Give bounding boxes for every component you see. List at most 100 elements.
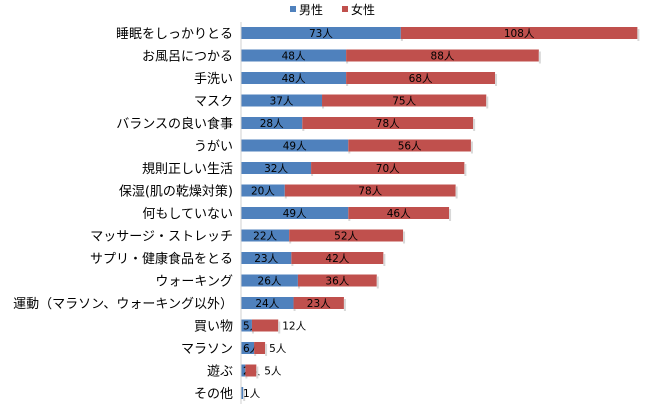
bar-male <box>241 49 347 62</box>
bar-male <box>241 364 246 377</box>
value-label: 70人 <box>376 163 400 175</box>
bar-shadow <box>637 29 640 41</box>
bar-male <box>241 229 290 242</box>
bar-male <box>241 72 347 84</box>
value-label: 37人 <box>270 96 294 108</box>
bar-shadow <box>265 344 268 356</box>
bar-male <box>241 207 349 219</box>
bar-female <box>293 297 344 309</box>
legend-label-1: 女性 <box>351 2 375 17</box>
bar-male <box>241 342 255 354</box>
category-label: 買い物 <box>194 320 233 335</box>
bar-female <box>311 162 465 174</box>
bar-female <box>251 319 279 332</box>
category-label: お風呂につかる <box>142 50 233 65</box>
bar-female <box>291 252 384 264</box>
value-label: 78人 <box>376 118 400 130</box>
category-label: 規則正しい生活 <box>142 162 233 177</box>
bar-female <box>284 184 456 197</box>
value-label: 5人 <box>264 366 282 378</box>
value-label: 5人 <box>269 343 287 355</box>
bar-shadow <box>403 231 406 244</box>
legend-label-0: 男性 <box>299 3 323 17</box>
bar-female <box>254 342 266 354</box>
value-label: 49人 <box>283 141 307 153</box>
category-label: その他 <box>194 387 233 402</box>
bar-female <box>322 94 487 107</box>
bar-male <box>241 27 401 39</box>
value-label: 108人 <box>504 28 535 40</box>
bar-female <box>289 229 404 242</box>
value-label: 1人 <box>243 388 261 400</box>
bar-shadow <box>538 51 541 64</box>
value-label: 32人 <box>264 163 288 175</box>
legend-swatch-1 <box>342 6 348 12</box>
bar-male <box>241 387 244 399</box>
bar-female <box>302 117 474 129</box>
bar-female <box>245 364 257 377</box>
value-label: 88人 <box>431 51 455 63</box>
category-label: マッサージ・ストレッチ <box>90 230 233 245</box>
bar-shadow <box>486 96 489 109</box>
bar-shadow <box>473 119 476 131</box>
category-label: 何もしていない <box>142 206 233 222</box>
bar-shadow <box>470 141 473 154</box>
bar-shadow <box>495 74 498 86</box>
value-label: 12人 <box>282 321 306 333</box>
bar-male <box>241 297 294 309</box>
value-label: 73人 <box>309 28 333 40</box>
category-label: ウォーキング <box>155 275 233 290</box>
category-label: 保湿(肌の乾燥対策) <box>119 184 233 200</box>
bar-shadow <box>376 276 379 289</box>
bar-shadow <box>383 254 386 266</box>
bar-male <box>241 274 298 287</box>
value-label: 42人 <box>325 253 349 265</box>
category-label: 遊ぶ <box>207 365 233 380</box>
category-label: 睡眠をしっかりとる <box>116 27 233 42</box>
value-label: 24人 <box>255 298 279 310</box>
bar-shadow <box>243 389 246 401</box>
bar-shadow <box>464 164 467 176</box>
bar-male <box>241 162 312 174</box>
bar-male <box>241 319 252 332</box>
value-label: 78人 <box>358 186 382 198</box>
value-label: 75人 <box>392 96 416 108</box>
category-label: バランスの良い食事 <box>116 116 233 132</box>
value-label: 36人 <box>325 276 349 288</box>
bar-male <box>241 139 349 152</box>
bar-male <box>241 117 303 129</box>
legend-swatch-0 <box>290 6 296 12</box>
value-label: 26人 <box>258 276 282 288</box>
legend: 男性 女性 <box>290 2 375 17</box>
bar-male <box>241 94 323 107</box>
bar-shadow <box>455 186 458 199</box>
bar-female <box>297 274 377 287</box>
category-label: うがい <box>194 140 233 155</box>
value-label: 22人 <box>253 231 277 243</box>
value-label: 23人 <box>254 253 278 265</box>
bar-shadow <box>343 299 346 311</box>
value-label: 56人 <box>398 141 422 153</box>
bar-female <box>400 27 638 39</box>
value-label: 46人 <box>387 208 411 220</box>
bar-female <box>346 49 539 62</box>
category-label: サプリ・健康食品をとる <box>90 251 233 267</box>
bar-shadow <box>278 321 281 334</box>
category-label: 手洗い <box>194 72 233 87</box>
value-label: 52人 <box>334 231 358 243</box>
bar-male <box>241 252 292 264</box>
bar-female <box>346 72 496 84</box>
value-label: 49人 <box>283 208 307 220</box>
bar-male <box>241 184 285 197</box>
value-label: 48人 <box>282 73 306 85</box>
category-label: マラソン <box>181 342 233 357</box>
value-label: 48人 <box>282 51 306 63</box>
bar-shadow <box>449 209 452 221</box>
bar-female <box>348 139 471 152</box>
value-label: 68人 <box>409 73 433 85</box>
bar-female <box>348 207 450 219</box>
category-label: 運動（マラソン、ウォーキング以外） <box>13 297 233 312</box>
category-label: マスク <box>194 95 233 110</box>
